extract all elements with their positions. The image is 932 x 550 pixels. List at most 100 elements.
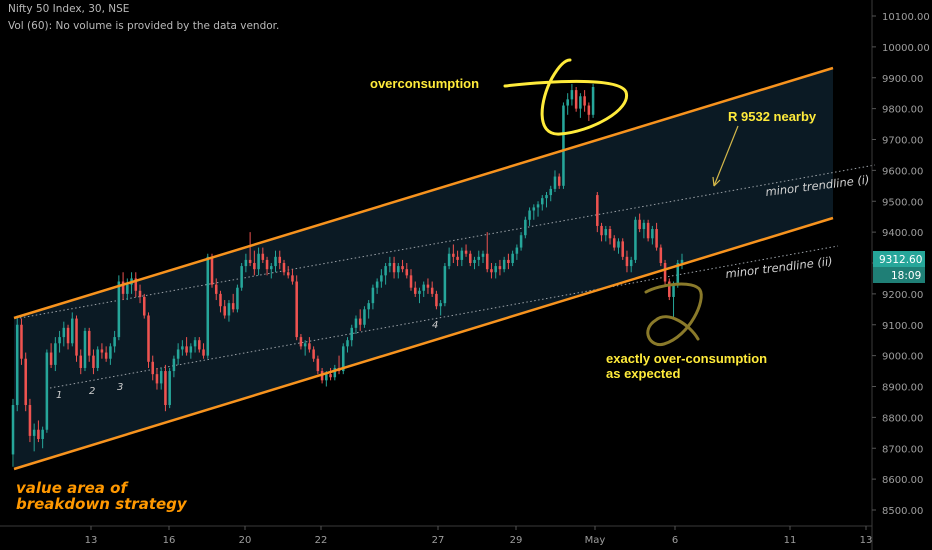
- candle-body: [384, 266, 387, 276]
- y-tick-label: 8500.00: [882, 506, 923, 517]
- candle-body: [397, 266, 400, 273]
- candle-body: [401, 266, 404, 270]
- candle-body: [430, 287, 434, 294]
- candle-body: [185, 346, 188, 353]
- candle-body: [312, 349, 315, 359]
- candle-body: [612, 238, 616, 248]
- candle-body: [507, 259, 510, 263]
- candle-body: [600, 225, 603, 236]
- x-tick-label: 13: [860, 535, 873, 546]
- candle-body: [303, 343, 307, 347]
- candle-body: [113, 337, 116, 347]
- candle-body: [668, 281, 671, 297]
- candle-body: [672, 284, 675, 297]
- candle-body: [253, 263, 256, 270]
- volume-note: Vol (60): No volume is provided by the d…: [8, 20, 280, 32]
- x-tick-label: 20: [239, 535, 252, 546]
- candle-body: [176, 349, 180, 359]
- candle-body: [20, 324, 23, 359]
- candle-body: [333, 367, 337, 378]
- candle-body: [109, 346, 112, 359]
- candle-body: [164, 371, 167, 406]
- y-tick-label: 9100.00: [882, 321, 923, 332]
- y-tick-label: 9400.00: [882, 228, 923, 239]
- y-tick-label: 9800.00: [882, 105, 923, 116]
- y-tick-label: 8800.00: [882, 413, 923, 424]
- time-axis[interactable]: 13 16 20 22 27 29 May 6 11 13: [85, 526, 873, 546]
- pivot-label-2: 2: [89, 386, 95, 397]
- candle-body: [223, 306, 226, 316]
- candle-body: [202, 349, 205, 356]
- candle-body: [28, 405, 32, 436]
- bar-countdown-value: 18:09: [891, 270, 921, 282]
- x-tick-label: 6: [672, 535, 678, 546]
- candle-body: [617, 241, 620, 248]
- candle-body: [655, 229, 658, 248]
- candle-body: [591, 87, 595, 115]
- value-area-label-line2: breakdown strategy: [16, 495, 188, 513]
- candle-body: [286, 272, 290, 276]
- candle-body: [49, 352, 53, 365]
- candle-body: [358, 318, 362, 325]
- candle-body: [642, 222, 646, 230]
- y-tick-label: 10100.00: [882, 12, 930, 23]
- candle-body: [494, 266, 497, 273]
- candle-body: [579, 96, 582, 109]
- drawing-layer: [503, 58, 739, 347]
- bar-countdown-tag: [873, 267, 925, 283]
- trendline-layer: [19, 164, 876, 389]
- y-tick-label: 10000.00: [882, 43, 930, 54]
- candle-body: [511, 253, 514, 263]
- candle-body: [295, 281, 298, 338]
- candle-body: [92, 355, 95, 368]
- candle-body: [58, 337, 61, 344]
- resistance-pointer-arrowhead: [712, 176, 721, 187]
- candle-body: [278, 256, 282, 263]
- candle-body: [570, 90, 574, 100]
- x-tick-label: 13: [85, 535, 98, 546]
- candle-body: [574, 90, 578, 109]
- y-tick-label: 8600.00: [882, 475, 923, 486]
- candle-body: [231, 303, 235, 310]
- candle-body: [663, 263, 667, 282]
- candle-body: [346, 340, 349, 347]
- candle-body: [596, 195, 599, 226]
- candle-body: [371, 287, 375, 304]
- candle-body: [104, 352, 108, 359]
- candle-body: [257, 253, 260, 270]
- candle-body: [621, 241, 624, 257]
- candle-body: [481, 253, 485, 257]
- candle-body: [142, 296, 146, 316]
- candle-body: [265, 259, 269, 270]
- y-tick-label: 8700.00: [882, 444, 923, 455]
- candle-body: [282, 263, 286, 273]
- candle-body: [198, 340, 201, 350]
- x-tick-label: 11: [784, 535, 797, 546]
- candle-body: [435, 293, 438, 307]
- candle-body: [388, 263, 392, 267]
- candle-body: [79, 355, 83, 368]
- candle-body: [485, 253, 489, 270]
- candle-body: [227, 303, 231, 316]
- candle-body: [447, 253, 451, 267]
- candle-body: [651, 229, 654, 239]
- pivot-label-4: 4: [432, 320, 438, 331]
- candle-body: [473, 259, 476, 263]
- candle-body: [604, 229, 608, 236]
- candle-body: [117, 281, 121, 338]
- candle-body: [536, 204, 540, 208]
- candle-body: [562, 105, 565, 186]
- candle-body: [236, 287, 239, 310]
- candle-body: [426, 284, 430, 288]
- channel-lower-line: [13, 216, 834, 471]
- candle-body: [37, 429, 40, 439]
- candle-body: [367, 303, 370, 310]
- y-tick-label: 9900.00: [882, 74, 923, 85]
- price-axis[interactable]: 8500.00 8600.00 8700.00 8800.00 8900.00 9000.…: [872, 12, 930, 517]
- value-area-label-line1: value area of: [16, 479, 129, 497]
- symbol-title[interactable]: Nifty 50 Index, 30, NSE: [8, 3, 130, 15]
- candle-body: [638, 219, 641, 230]
- minor-trendline-ii: [49, 245, 839, 389]
- candle-body: [460, 250, 464, 260]
